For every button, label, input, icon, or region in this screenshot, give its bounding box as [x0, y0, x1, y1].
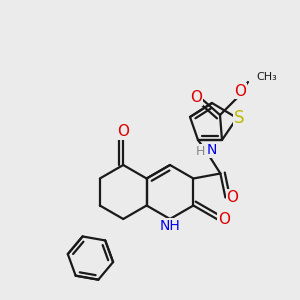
Text: S: S — [234, 109, 244, 127]
Text: N: N — [206, 143, 217, 158]
Text: O: O — [190, 91, 202, 106]
Text: CH₃: CH₃ — [256, 72, 277, 82]
Text: O: O — [117, 124, 129, 140]
Text: O: O — [218, 212, 230, 227]
Text: H: H — [196, 145, 205, 158]
Text: O: O — [226, 190, 238, 205]
Text: NH: NH — [160, 219, 180, 233]
Text: O: O — [234, 83, 246, 98]
